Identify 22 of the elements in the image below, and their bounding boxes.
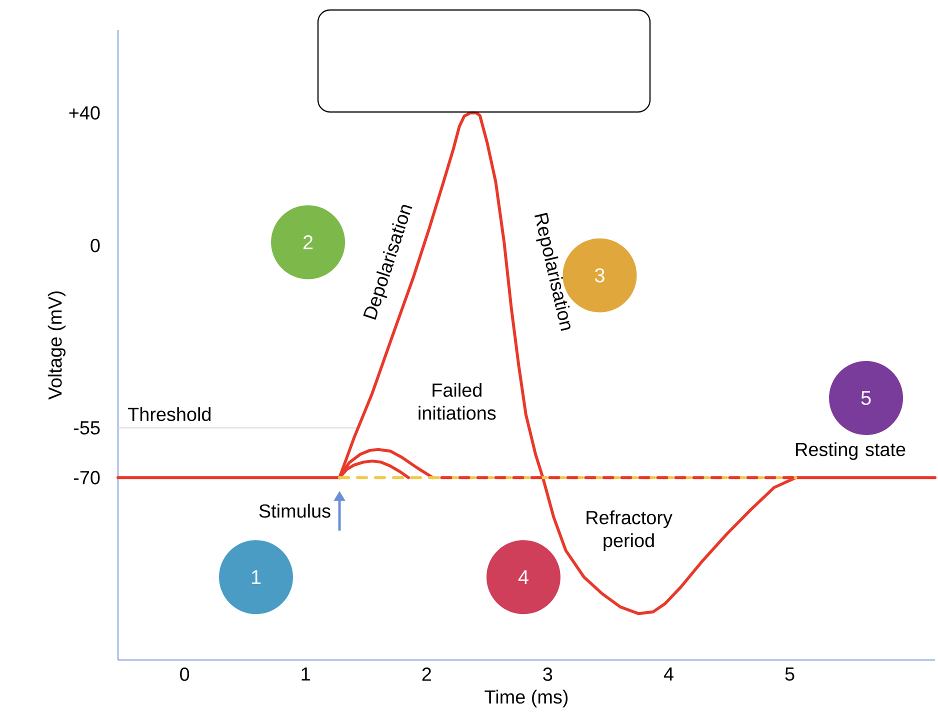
x-tick-label: 0 — [180, 668, 190, 681]
annotation: Failed initiations — [418, 382, 496, 420]
y-axis-title: Voltage (mV) — [48, 291, 66, 400]
ref-line-label: Threshold — [128, 407, 210, 422]
x-tick-label: 5 — [785, 668, 794, 681]
y-tick-label: -70 — [74, 470, 100, 484]
x-tick-label: 1 — [302, 668, 310, 681]
y-tick-label: -55 — [74, 421, 100, 434]
y-tick-label: 0 — [90, 238, 100, 252]
annotation: 1 — [252, 570, 261, 584]
x-axis-title: Time (ms) — [484, 690, 568, 708]
annotation: 4 — [518, 570, 528, 584]
annotation: Resting state — [796, 442, 906, 460]
x-tick-label: 2 — [422, 668, 431, 681]
annotation: Stimulus — [259, 504, 330, 518]
y-tick-label: +40 — [69, 106, 100, 120]
x-tick-label: 4 — [664, 668, 674, 681]
annotation: 2 — [303, 235, 313, 250]
annotation: Refractory period — [586, 510, 672, 551]
annotation: 5 — [861, 391, 871, 405]
annotation: 3 — [594, 268, 604, 282]
x-tick-label: 3 — [543, 668, 552, 681]
